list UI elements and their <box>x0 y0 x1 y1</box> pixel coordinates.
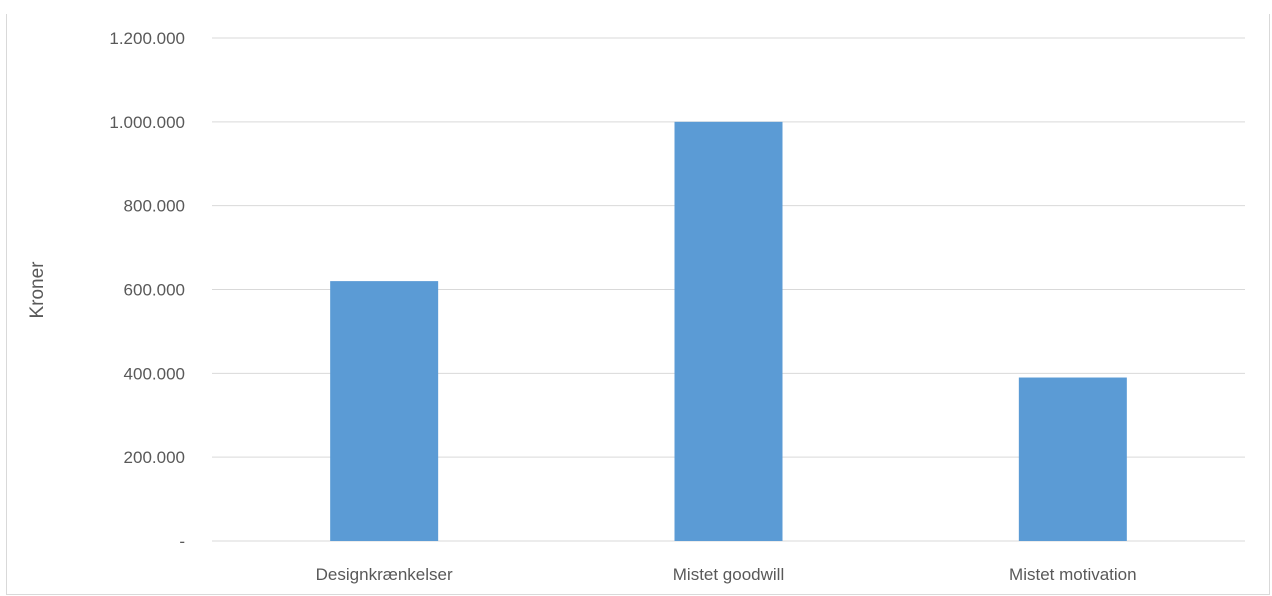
bars <box>330 121 1127 541</box>
x-axis-ticks: Designkrænkelser Mistet goodwill Mistet mo… <box>316 565 1137 584</box>
x-tick-label: Designkrænkelser <box>316 565 453 584</box>
y-axis-title: Kroner <box>27 261 48 319</box>
bar <box>330 281 439 541</box>
bar <box>674 121 783 541</box>
y-tick-label: 800.000 <box>124 197 185 216</box>
y-tick-label: 1.200.000 <box>109 29 185 48</box>
y-tick-label: 1.000.000 <box>109 113 185 132</box>
y-tick-label: 400.000 <box>124 364 185 383</box>
y-axis-ticks: - 200.000 400.000 600.000 800.000 1.000.000 1.… <box>109 29 185 551</box>
y-tick-label: 200.000 <box>124 448 185 467</box>
x-tick-label: Mistet motivation <box>1009 565 1137 584</box>
x-tick-label: Mistet goodwill <box>673 565 785 584</box>
bar <box>1018 377 1127 541</box>
y-tick-label: 600.000 <box>124 281 185 300</box>
y-tick-label: - <box>179 532 185 551</box>
